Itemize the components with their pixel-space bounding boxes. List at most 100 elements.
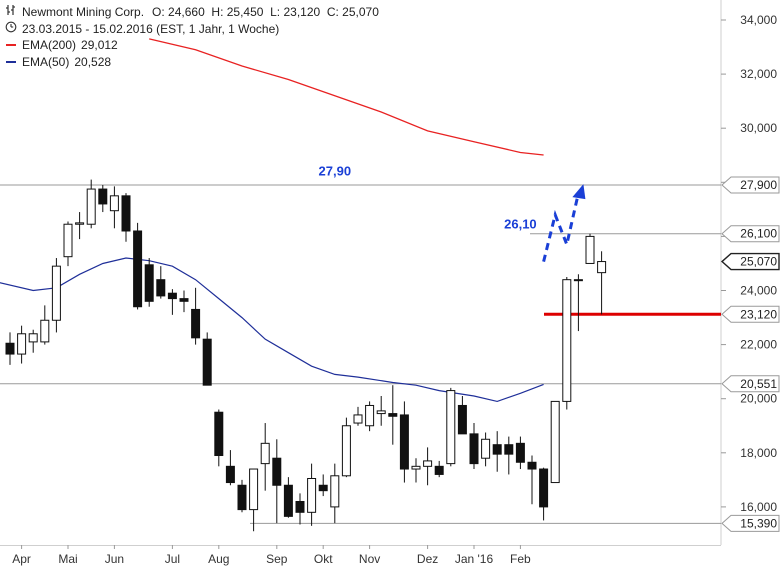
y-tick-label: 22,000 — [740, 338, 777, 352]
y-tick-label: 20,000 — [740, 392, 777, 406]
candle-down — [191, 308, 201, 339]
legend-ema200-row[interactable]: EMA(200) 29,012 — [4, 37, 379, 54]
tag-20551-label: 20,551 — [740, 377, 777, 391]
candle-down — [133, 230, 143, 308]
candle-up — [562, 279, 572, 402]
y-tick-label: 32,000 — [740, 67, 777, 81]
candle-down — [214, 411, 224, 457]
x-tick-label: Dez — [417, 552, 438, 566]
tag-15390-box — [721, 514, 780, 532]
tag-26100-label: 26,100 — [740, 227, 777, 241]
candle-down — [399, 414, 409, 470]
ema50-label: EMA(50) — [22, 54, 70, 69]
ema200-swatch — [6, 44, 16, 47]
candle-up — [481, 438, 491, 459]
candle-down — [492, 444, 502, 455]
candle-down — [434, 465, 444, 475]
tag-27900-box — [721, 176, 780, 194]
projection-arrowhead — [572, 184, 586, 200]
candle-up — [86, 188, 96, 225]
y-tick-label: 18,000 — [740, 446, 777, 460]
ohlc-values: O: 24,660 H: 25,450 L: 23,120 C: 25,070 — [152, 5, 379, 19]
y-tick-label: 24,000 — [740, 284, 777, 298]
ema50-line — [0, 257, 544, 403]
chart-legend: Newmont Mining Corp. O: 24,660 H: 25,450… — [4, 4, 379, 70]
x-tick-label: Sep — [266, 552, 288, 566]
candle-down — [167, 292, 177, 300]
legend-ema50-row[interactable]: EMA(50) 20,528 — [4, 54, 379, 71]
candle-up — [341, 425, 351, 477]
candle-down — [179, 298, 189, 302]
clock-icon — [4, 21, 18, 38]
candle-up — [365, 404, 375, 427]
candle-up — [376, 410, 386, 415]
candle-down — [202, 338, 212, 386]
candle-down — [504, 444, 514, 455]
candle-up — [109, 195, 119, 212]
candle-down — [469, 433, 479, 465]
x-tick-label: Aug — [208, 552, 229, 566]
candle-up — [260, 442, 270, 465]
candle-up — [51, 265, 61, 321]
candle-down — [295, 500, 305, 513]
candles-group — [5, 179, 607, 532]
candle-down — [144, 264, 154, 302]
x-tick-label: Feb — [510, 552, 531, 566]
tag-25070-box — [720, 252, 780, 271]
tag-25070-label: 25,070 — [740, 255, 777, 269]
tag-23120-box — [721, 305, 780, 323]
legend-range-row: 23.03.2015 - 15.02.2016 (EST, 1 Jahr, 1 … — [4, 21, 379, 38]
x-tick-label: Jan '16 — [455, 552, 494, 566]
date-range: 23.03.2015 - 15.02.2016 (EST, 1 Jahr, 1 … — [22, 21, 280, 36]
candle-down — [98, 188, 108, 205]
candle-up — [353, 414, 363, 424]
candle-up — [75, 222, 85, 225]
candle-up — [573, 279, 583, 282]
candle-up — [28, 333, 38, 343]
ema200-line — [149, 38, 544, 156]
x-tick-label: Okt — [314, 552, 333, 566]
candle-up — [307, 477, 317, 513]
candle-up — [63, 223, 73, 258]
candle-down — [272, 457, 282, 486]
candle-down — [539, 468, 549, 508]
y-tick-label: 30,000 — [740, 121, 777, 135]
label-26-10: 26,10 — [504, 216, 537, 231]
instrument-name: Newmont Mining Corp. — [22, 5, 145, 19]
candle-up — [40, 319, 50, 343]
tag-15390-label: 15,390 — [740, 516, 777, 530]
candle-up — [550, 400, 560, 484]
tag-20551-box — [721, 375, 780, 393]
candle-up — [249, 468, 259, 511]
candle-down — [318, 484, 328, 492]
candle-up — [17, 333, 27, 355]
candle-up — [585, 235, 595, 264]
candle-down — [527, 461, 537, 470]
ema200-label: EMA(200) — [22, 38, 77, 52]
candle-down — [457, 404, 467, 435]
ema50-value: 20,528 — [74, 54, 112, 69]
candle-up — [597, 261, 607, 274]
legend-instrument-row: Newmont Mining Corp. O: 24,660 H: 25,450… — [4, 4, 379, 21]
ema200-value: 29,012 — [81, 38, 118, 52]
candle-down — [5, 342, 15, 355]
candle-down — [283, 484, 293, 517]
candle-down — [388, 413, 398, 417]
x-tick-label: Jul — [165, 552, 180, 566]
candle-down — [225, 465, 235, 484]
chart-type-icon[interactable] — [4, 4, 18, 21]
candle-up — [423, 460, 433, 467]
tag-26100-box — [721, 225, 780, 243]
candle-up — [330, 475, 340, 508]
candle-down — [237, 484, 247, 511]
tag-27900-label: 27,900 — [740, 178, 777, 192]
x-tick-label: Mai — [58, 552, 77, 566]
candle-down — [156, 279, 166, 297]
candle-down — [121, 195, 131, 232]
projection-arrow-line — [542, 192, 580, 262]
ema50-swatch — [6, 60, 16, 63]
candle-up — [446, 390, 456, 465]
candle-down — [515, 442, 525, 463]
label-27-90: 27,90 — [319, 164, 352, 179]
